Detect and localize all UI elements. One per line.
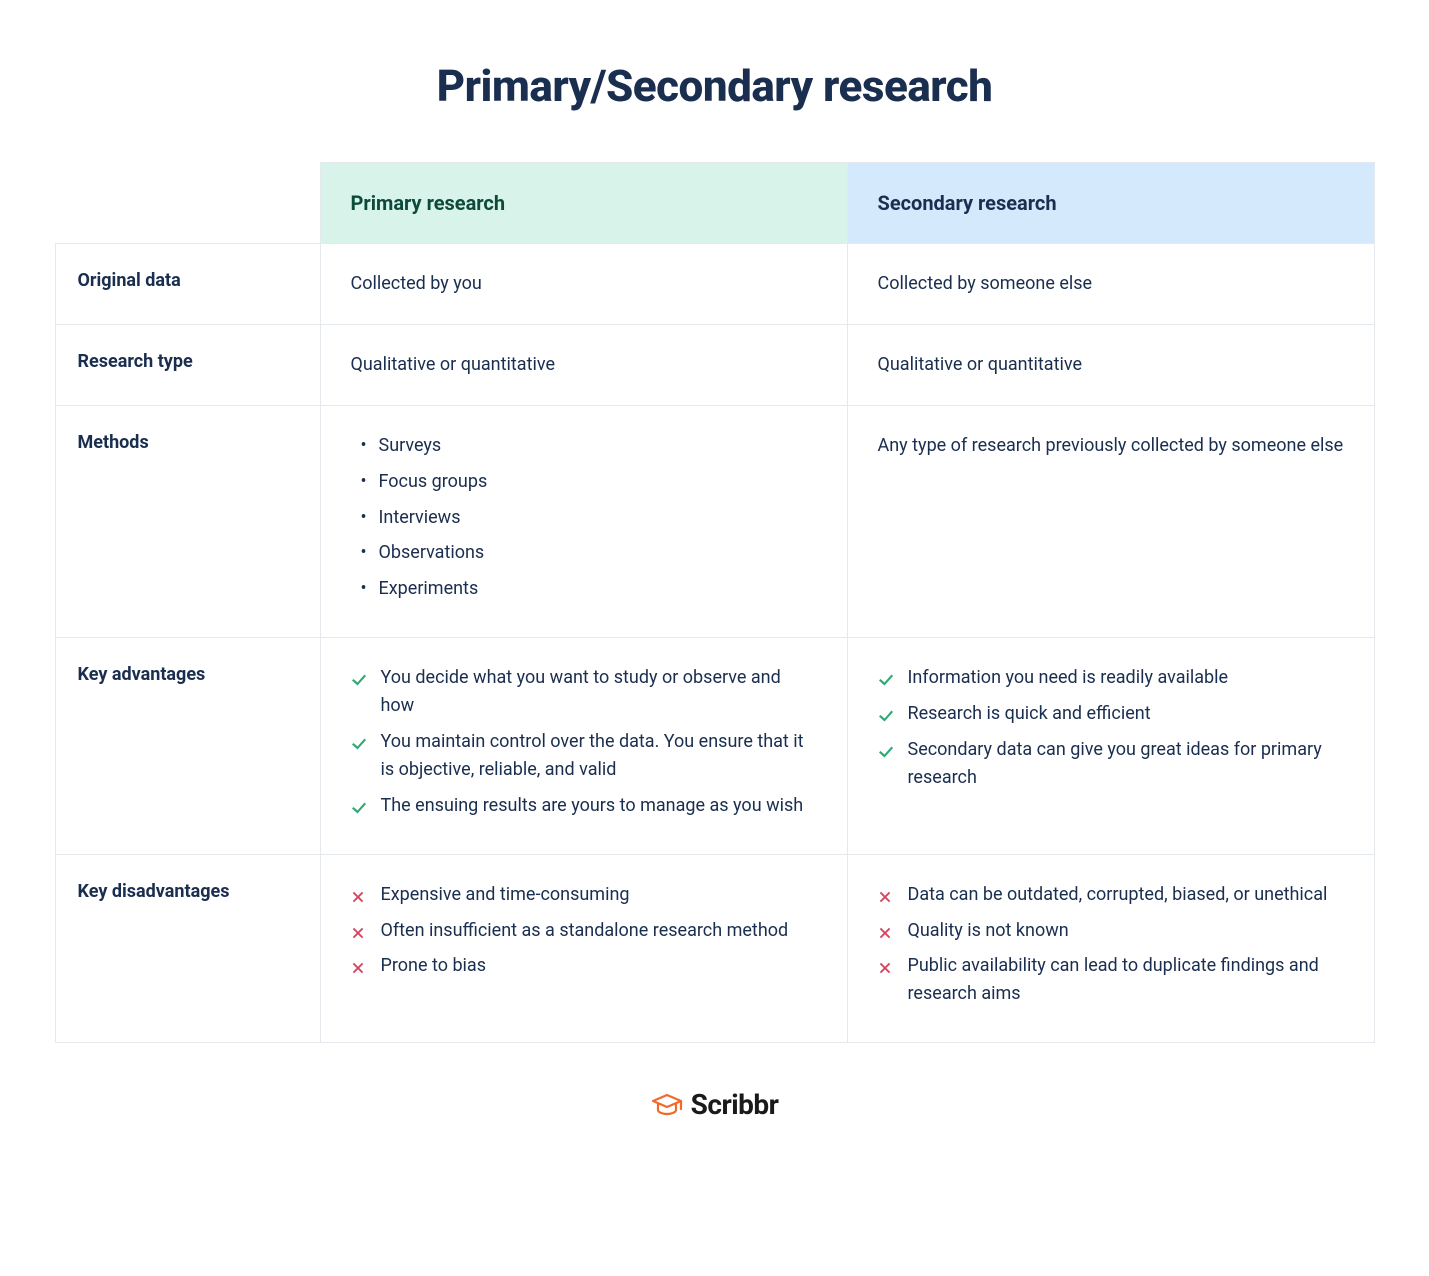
cell-methods-secondary: Any type of research previously collecte… [847, 405, 1374, 637]
row-label-research-type: Research type [55, 324, 320, 405]
list-item: Interviews [359, 504, 817, 532]
cross-icon [878, 885, 896, 903]
list-item-text: Public availability can lead to duplicat… [908, 955, 1319, 1004]
list-item: Secondary data can give you great ideas … [878, 736, 1344, 792]
list-item-text: Information you need is readily availabl… [908, 667, 1229, 688]
list-item-text: You decide what you want to study or obs… [381, 667, 781, 716]
list-item-text: Expensive and time-consuming [381, 884, 630, 905]
graduation-cap-icon [651, 1089, 683, 1121]
list-item-text: You maintain control over the data. You … [381, 731, 804, 780]
list-item: Prone to bias [351, 952, 817, 980]
advantages-primary-list: You decide what you want to study or obs… [351, 664, 817, 819]
cell-original-data-secondary: Collected by someone else [847, 244, 1374, 325]
cell-disadvantages-secondary: Data can be outdated, corrupted, biased,… [847, 854, 1374, 1043]
cell-methods-primary: Surveys Focus groups Interviews Observat… [320, 405, 847, 637]
cell-research-type-primary: Qualitative or quantitative [320, 324, 847, 405]
list-item: Often insufficient as a standalone resea… [351, 917, 817, 945]
disadvantages-secondary-list: Data can be outdated, corrupted, biased,… [878, 881, 1344, 1009]
disadvantages-primary-list: Expensive and time-consuming Often insuf… [351, 881, 817, 981]
cross-icon [351, 885, 369, 903]
cell-research-type-secondary: Qualitative or quantitative [847, 324, 1374, 405]
list-item: Research is quick and efficient [878, 700, 1344, 728]
comparison-table: Primary research Secondary research Orig… [55, 162, 1375, 1043]
list-item: Data can be outdated, corrupted, biased,… [878, 881, 1344, 909]
table-row: Original data Collected by you Collected… [55, 244, 1374, 325]
list-item: Public availability can lead to duplicat… [878, 952, 1344, 1008]
table-row: Key disadvantages Expensive and time-con… [55, 854, 1374, 1043]
list-item-text: Prone to bias [381, 955, 487, 976]
list-item: Expensive and time-consuming [351, 881, 817, 909]
list-item: Surveys [359, 432, 817, 460]
list-item: Experiments [359, 575, 817, 603]
table-row: Research type Qualitative or quantitativ… [55, 324, 1374, 405]
list-item-text: Often insufficient as a standalone resea… [381, 920, 789, 941]
list-item-text: Research is quick and efficient [908, 703, 1151, 724]
table-header-row: Primary research Secondary research [55, 163, 1374, 244]
list-item-text: Data can be outdated, corrupted, biased,… [908, 884, 1328, 905]
logo-container: Scribbr [50, 1088, 1379, 1125]
check-icon [878, 704, 896, 722]
check-icon [351, 732, 369, 750]
list-item: Observations [359, 539, 817, 567]
row-label-methods: Methods [55, 405, 320, 637]
row-label-disadvantages: Key disadvantages [55, 854, 320, 1043]
cell-original-data-primary: Collected by you [320, 244, 847, 325]
brand-logo-text: Scribbr [691, 1088, 779, 1121]
advantages-secondary-list: Information you need is readily availabl… [878, 664, 1344, 792]
check-icon [351, 668, 369, 686]
cross-icon [351, 921, 369, 939]
cell-advantages-secondary: Information you need is readily availabl… [847, 638, 1374, 854]
column-header-primary: Primary research [320, 163, 847, 244]
row-label-original-data: Original data [55, 244, 320, 325]
list-item: You maintain control over the data. You … [351, 728, 817, 784]
list-item-text: Quality is not known [908, 920, 1069, 941]
cell-disadvantages-primary: Expensive and time-consuming Often insuf… [320, 854, 847, 1043]
list-item: The ensuing results are yours to manage … [351, 792, 817, 820]
list-item-text: The ensuing results are yours to manage … [381, 795, 804, 816]
brand-logo: Scribbr [651, 1088, 779, 1121]
check-icon [878, 668, 896, 686]
cell-advantages-primary: You decide what you want to study or obs… [320, 638, 847, 854]
list-item: Information you need is readily availabl… [878, 664, 1344, 692]
cross-icon [878, 956, 896, 974]
list-item: Focus groups [359, 468, 817, 496]
table-row: Key advantages You decide what you want … [55, 638, 1374, 854]
cross-icon [351, 956, 369, 974]
corner-cell [55, 163, 320, 244]
list-item: You decide what you want to study or obs… [351, 664, 817, 720]
column-header-secondary: Secondary research [847, 163, 1374, 244]
check-icon [878, 740, 896, 758]
methods-primary-list: Surveys Focus groups Interviews Observat… [351, 432, 817, 603]
list-item: Quality is not known [878, 917, 1344, 945]
row-label-advantages: Key advantages [55, 638, 320, 854]
list-item-text: Secondary data can give you great ideas … [908, 739, 1322, 788]
table-row: Methods Surveys Focus groups Interviews … [55, 405, 1374, 637]
cross-icon [878, 921, 896, 939]
check-icon [351, 796, 369, 814]
page-title: Primary/Secondary research [50, 60, 1379, 112]
